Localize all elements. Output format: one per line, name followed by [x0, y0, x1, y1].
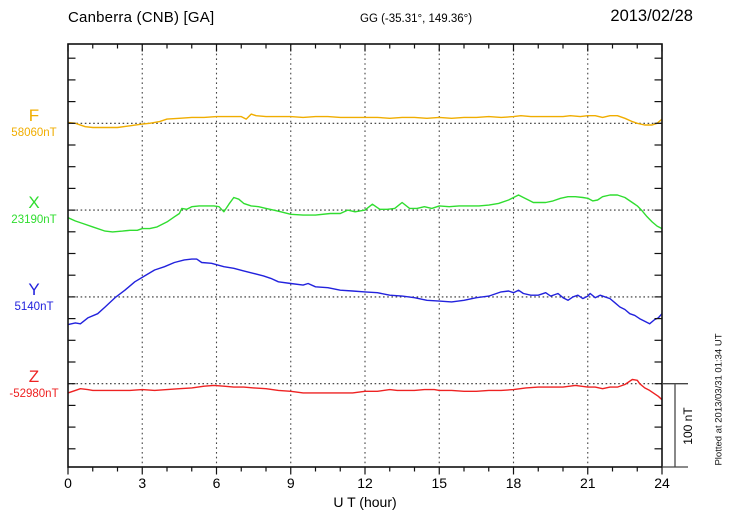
trace-line-X — [67, 194, 663, 233]
channel-label-Y: Y 5140nT — [4, 281, 64, 314]
station-title: Canberra (CNB) [GA] — [68, 9, 215, 26]
x-tick-label-18: 18 — [505, 475, 522, 491]
x-tick-label-21: 21 — [579, 475, 596, 491]
channel-letter-X: X — [28, 193, 40, 213]
x-tick-label-15: 15 — [431, 475, 448, 491]
channel-baseline-value-F: 58060nT — [11, 127, 57, 140]
trace-line-F — [67, 113, 663, 129]
channel-baseline-value-Y: 5140nT — [14, 300, 54, 313]
geographic-coordinates: GG (-35.31°, 149.36°) — [360, 13, 473, 25]
x-axis-title: U T (hour) — [333, 494, 397, 510]
channel-baseline-value-X: 23190nT — [11, 214, 57, 227]
plot-date: 2013/02/28 — [610, 7, 693, 25]
x-tick-label-0: 0 — [64, 475, 72, 491]
trace-line-Z — [67, 378, 663, 401]
channel-letter-F: F — [28, 106, 40, 126]
channel-baselines — [68, 122, 662, 385]
x-tick-label-9: 9 — [286, 475, 295, 491]
channel-label-Z: Z -52980nT — [4, 368, 64, 401]
channel-label-F: F 58060nT — [4, 107, 64, 140]
scale-bar-label: 100 nT — [681, 407, 695, 445]
x-tick-label-24: 24 — [654, 475, 670, 491]
channel-letter-Y: Y — [28, 279, 40, 299]
hour-gridlines — [141, 44, 589, 467]
plotted-timestamp-note: Plotted at 2013/03/31 01:34 UT — [713, 333, 725, 466]
channel-label-X: X 23190nT — [4, 194, 64, 227]
trace-X — [67, 194, 663, 233]
scale-bar — [662, 383, 688, 468]
trace-Z — [67, 378, 663, 401]
x-tick-label-3: 3 — [138, 475, 147, 491]
x-tick-label-12: 12 — [357, 475, 373, 491]
trace-Y — [67, 258, 663, 326]
trace-line-Y — [67, 258, 663, 326]
channel-letter-Z: Z — [28, 366, 40, 386]
x-tick-label-6: 6 — [212, 475, 221, 491]
channel-baseline-value-Z: -52980nT — [9, 387, 59, 400]
trace-F — [67, 113, 663, 129]
axis-ticks — [67, 44, 663, 475]
